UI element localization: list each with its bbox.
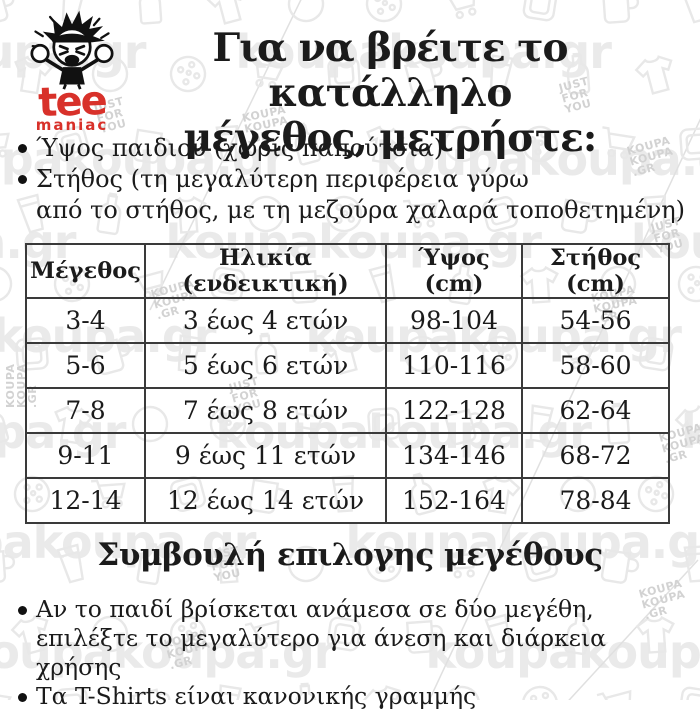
size-table-cell: 152-164 <box>385 477 523 524</box>
tip-bullets: Αν το παιδί βρίσκεται ανάμεσα σε δύο μεγ… <box>14 595 690 711</box>
bullet-between-sizes-cont: επιλέξτε το μεγαλύτερο για άνεση και διά… <box>36 624 607 681</box>
page-title-line2: μέγεθος, μετρήστε: <box>183 115 598 161</box>
watermark-wordmark: koupakoupa.gr koupakoupa.gr koupakoupa.g… <box>0 625 700 679</box>
page-title-line1: Για να βρέιτε το κατάλληλο <box>212 25 569 116</box>
watermark-stamp-koupa: KOUPAKOUPA.GR <box>241 103 292 146</box>
watermark-wordmark: koupakoupa.gr koupakoupa.gr koupakoupa.g… <box>0 515 700 569</box>
size-table-cell: 68-72 <box>521 432 670 479</box>
size-table-row: 7-8 7 έως 8 ετών 122-128 62-64 <box>25 387 670 434</box>
bullet-regular-fit-text: Τα T-Shirts είναι κανονικής γραμμής <box>36 682 477 710</box>
watermark-diagonal-line <box>568 559 699 700</box>
size-table-cell: 3-4 <box>25 297 146 344</box>
size-table-cell: 5 έως 6 ετών <box>144 342 387 389</box>
size-table-cell: 58-60 <box>521 342 670 389</box>
size-table-cell: 5-6 <box>25 342 146 389</box>
size-table-cell: 62-64 <box>521 387 670 434</box>
size-table-header-cell: Ύψος (cm) <box>385 243 523 299</box>
size-table-header-cell: Μέγεθος <box>25 243 146 299</box>
bullet-dot <box>18 606 27 615</box>
size-table-cell: 9 έως 11 ετών <box>144 432 387 479</box>
size-table-cell: 12 έως 14 ετών <box>144 477 387 524</box>
size-table-cell: 98-104 <box>385 297 523 344</box>
bullet-between-sizes-text: Αν το παιδί βρίσκεται ανάμεσα σε δύο μεγ… <box>36 595 594 623</box>
watermark-stamp-just: JUSTFORYOU <box>648 214 687 256</box>
bullet-between-sizes: Αν το παιδί βρίσκεται ανάμεσα σε δύο μεγ… <box>14 595 690 624</box>
size-table-cell: 7 έως 8 ετών <box>144 387 387 434</box>
size-table-header-cell: Ηλικία (ενδεικτική) <box>144 243 387 299</box>
bullet-chest: Στήθος (τη μεγαλύτερη περιφέρεια γύρω <box>14 164 690 195</box>
teemaniac-logo: tee maniac <box>20 6 124 133</box>
measure-instructions: Ύψος παιδιού (χωρίς παπούτσια) Στήθος (τ… <box>14 133 690 226</box>
bullet-height: Ύψος παιδιού (χωρίς παπούτσια) <box>14 133 690 164</box>
angry-boy-mascot-icon <box>30 10 114 90</box>
size-table-cell: 122-128 <box>385 387 523 434</box>
size-table-row: 3-4 3 έως 4 ετών 98-104 54-56 <box>25 297 670 344</box>
size-table-cell: 54-56 <box>521 297 670 344</box>
watermark-wordmark: koupakoupa.gr koupakoupa.gr koupakoupa.g… <box>0 132 700 186</box>
tip-heading: Συμβουλή επιλογης μεγέθους <box>97 537 603 573</box>
size-table-cell: 110-116 <box>385 342 523 389</box>
size-table-row: 9-11 9 έως 11 ετών 134-146 68-72 <box>25 432 670 479</box>
logo-sub-text: maniac <box>35 116 109 134</box>
size-table-cell: 78-84 <box>521 477 670 524</box>
watermark-stamp-just: JUSTFORYOU <box>207 544 245 585</box>
watermark-wordmark: koupakoupa.gr koupakoupa.gr koupakoupa.g… <box>0 25 700 79</box>
size-table-cell: 9-11 <box>25 432 146 479</box>
size-table-cell: 3 έως 4 ετών <box>144 297 387 344</box>
size-table: Μέγεθος Ηλικία (ενδεικτική) Ύψος (cm) Στήθο… <box>25 243 670 524</box>
watermark-stamp-just: JUSTFORYOU <box>556 74 595 116</box>
bullet-dot <box>18 144 27 153</box>
size-table-cell: 7-8 <box>25 387 146 434</box>
bullet-chest-text-cont: από το στήθος, με τη μεζούρα χαλαρά τοπο… <box>36 196 685 224</box>
page-title: Για να βρέιτε το κατάλληλο μέγεθος, μετρ… <box>100 26 680 161</box>
size-table-header-row: Μέγεθος Ηλικία (ενδεικτική) Ύψος (cm) Στήθο… <box>25 243 670 299</box>
bullet-chest-text: Στήθος (τη μεγαλύτερη περιφέρεια γύρω <box>36 165 529 193</box>
size-table-cell: 12-14 <box>25 477 146 524</box>
bullet-dot <box>18 693 27 702</box>
bullet-dot <box>18 175 27 184</box>
bullet-regular-fit: Τα T-Shirts είναι κανονικής γραμμής <box>14 682 690 711</box>
size-table-header-cell: Στήθος (cm) <box>521 243 670 299</box>
size-table-row: 12-14 12 έως 14 ετών 152-164 78-84 <box>25 477 670 524</box>
bullet-height-text: Ύψος παιδιού (χωρίς παπούτσια) <box>36 134 444 162</box>
size-table-row: 5-6 5 έως 6 ετών 110-116 58-60 <box>25 342 670 389</box>
size-table-cell: 134-146 <box>385 432 523 479</box>
